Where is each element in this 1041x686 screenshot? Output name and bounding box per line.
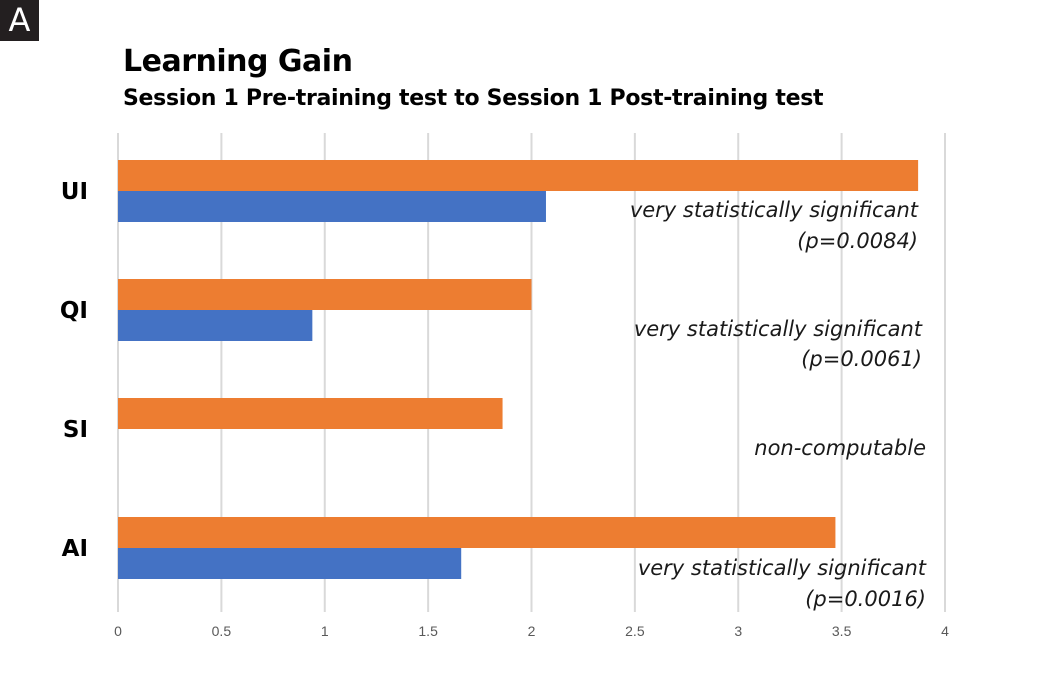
annotation-text: (p=0.0084) — [797, 229, 918, 253]
annotation-text: non-computable — [754, 436, 926, 460]
x-tick-label: 3 — [734, 623, 742, 639]
category-label: QI — [60, 298, 88, 324]
category-label: SI — [63, 417, 88, 443]
bar-qi-series-1 — [118, 279, 532, 310]
x-tick-labels: 0 0.5 1 1.5 2 2.5 3 3.5 4 — [114, 623, 949, 639]
x-tick-label: 1 — [321, 623, 329, 639]
x-tick-label: 1.5 — [418, 623, 438, 639]
x-tick-label: 2 — [528, 623, 536, 639]
x-tick-label: 0.5 — [212, 623, 232, 639]
bar-ai-series-1 — [118, 517, 836, 548]
annotation-text: very statistically significant — [630, 198, 919, 222]
bar-ui-series-2 — [118, 191, 546, 222]
panel-label: A — [0, 0, 39, 41]
category-labels: UI QI SI AI — [60, 179, 88, 562]
category-label: UI — [61, 179, 88, 205]
bars — [118, 160, 919, 579]
bar-si-series-1 — [118, 398, 503, 429]
annotation-text: very statistically significant — [634, 317, 923, 341]
bar-ai-series-2 — [118, 548, 462, 579]
annotation-text: very statistically significant — [638, 556, 927, 580]
x-tick-label: 2.5 — [625, 623, 645, 639]
annotation-text: (p=0.0016) — [805, 587, 926, 611]
bar-ui-series-1 — [118, 160, 919, 191]
category-label: AI — [62, 536, 88, 562]
x-tick-label: 4 — [941, 623, 949, 639]
bar-qi-series-2 — [118, 310, 313, 341]
x-tick-label: 0 — [114, 623, 122, 639]
chart-title: Learning Gain — [123, 44, 353, 79]
annotation-text: (p=0.0061) — [801, 347, 922, 371]
x-tick-label: 3.5 — [832, 623, 852, 639]
chart-subtitle: Session 1 Pre-training test to Session 1… — [123, 86, 824, 111]
annotations: very statistically significant (p=0.0084)… — [630, 198, 927, 611]
